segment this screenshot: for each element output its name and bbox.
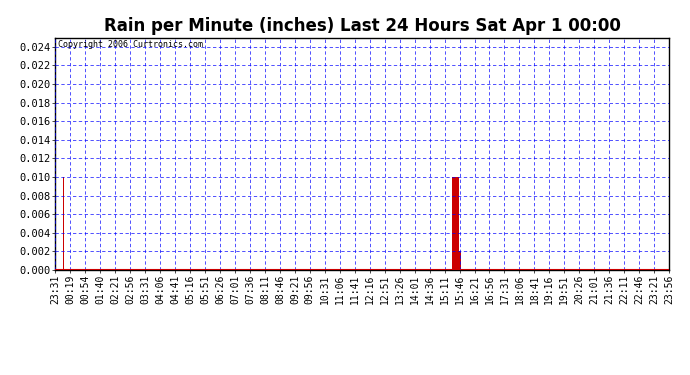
Title: Rain per Minute (inches) Last 24 Hours Sat Apr 1 00:00: Rain per Minute (inches) Last 24 Hours S… [104,16,621,34]
Text: Copyright 2006 Curtronics.com: Copyright 2006 Curtronics.com [58,40,204,49]
